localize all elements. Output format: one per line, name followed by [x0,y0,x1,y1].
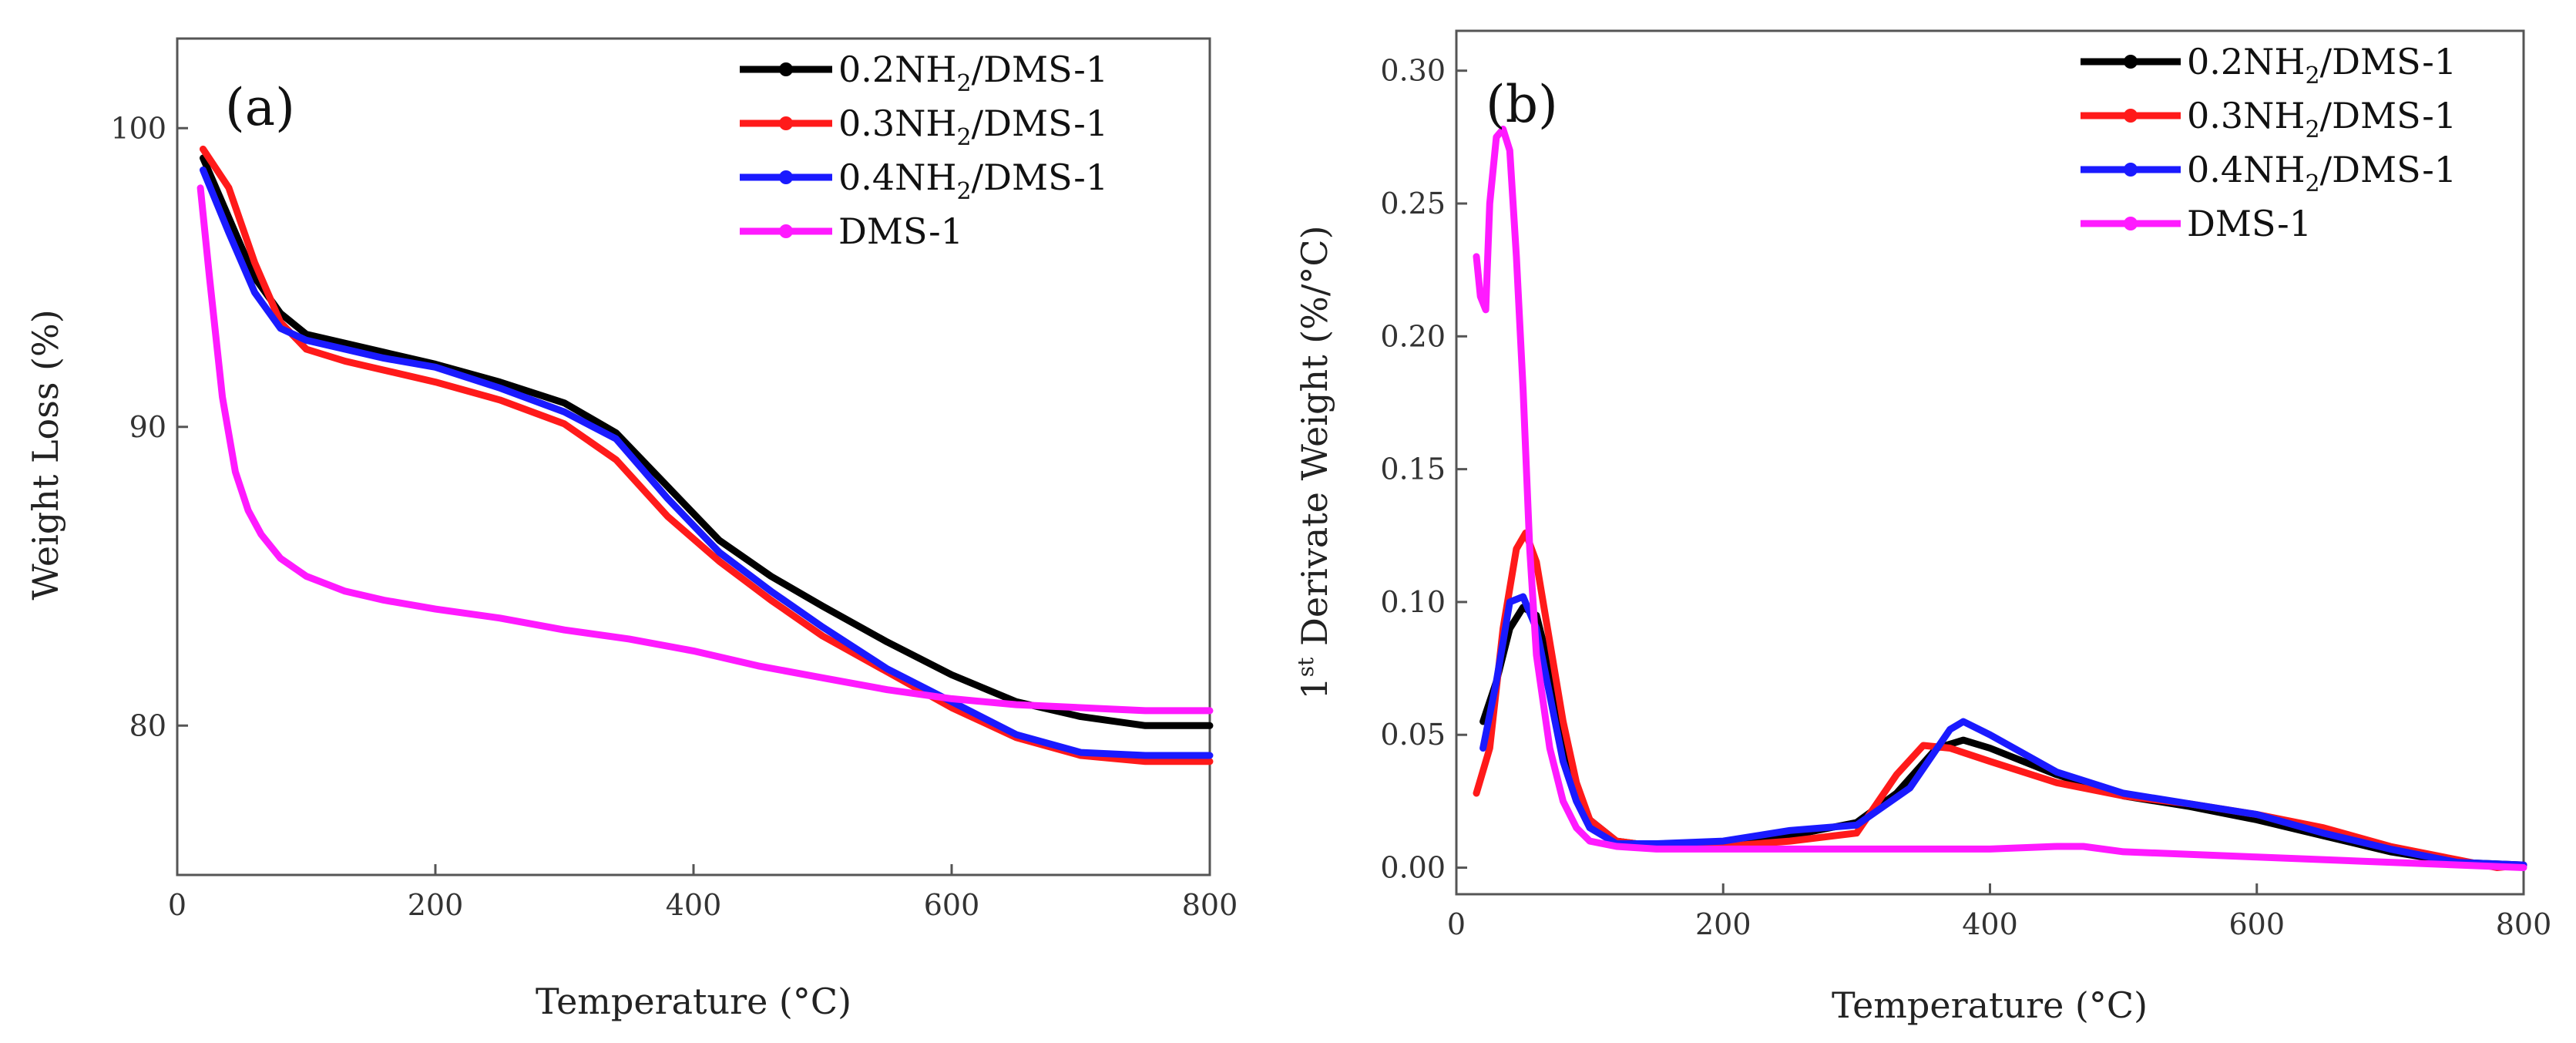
panel-b-x-tick-label: 200 [1695,907,1751,941]
panel-b-y-axis-title: 1st Derivate Weight (%/°C) [1293,225,1335,699]
panel-b-ticks: 0 200 400 600 800 0.00 0.05 0.10 0.15 0.20 0.25 0.3… [1380,54,2551,941]
panel-a-x-tick-label: 200 [408,888,464,922]
panel-b-y-axis-title-sup: st [1293,657,1318,677]
panel-b-y-tick-label: 0.25 [1380,187,1446,220]
panel-b-legend: 0.2NH2/DMS-10.3NH2/DMS-10.4NH2/DMS-1DMS-… [2081,41,2457,244]
panel-b-y-axis-title-rest: Derivate Weight (%/°C) [1294,225,1335,657]
panel-a-legend-label-0-3nh2-dms-1: 0.3NH2/DMS-1 [838,103,1108,151]
panel-b-x-axis-title: Temperature (°C) [1832,984,2148,1026]
legend-label-subscript: 2 [957,178,972,205]
panel-b-legend-label-0-4nh2-dms-1: 0.4NH2/DMS-1 [2187,149,2457,197]
panel-b-legend-label-0-2nh2-dms-1: 0.2NH2/DMS-1 [2187,41,2457,89]
legend-label-part: 0.3NH [2187,95,2306,136]
panel-a-weight-loss-chart: 0 200 400 600 800 80 90 100 (a) Temperature (°C… [25,37,1238,1022]
legend-label-part: 0.2NH [838,49,957,90]
panel-b-y-tick-label: 0.10 [1380,585,1446,619]
panel-b-y-axis-title-num: 1 [1294,677,1335,699]
panel-b-series-dms-1 [1473,126,2527,871]
legend-label-part: 0.4NH [2187,149,2306,190]
panel-b-y-tick-label: 0.15 [1380,453,1446,486]
legend-label-part: DMS-1 [2187,203,2312,244]
panel-a-y-tick-label: 80 [129,708,166,742]
legend-label-part: 0.3NH [838,103,957,144]
panel-b-legend-marker-0-3nh2-dms-1 [2124,109,2138,123]
legend-label-subscript: 2 [957,70,972,97]
panel-a-x-axis-title: Temperature (°C) [536,981,851,1022]
panel-a-series-dms-1 [196,184,1214,715]
legend-label-subscript: 2 [957,124,972,151]
panel-a-ticks: 0 200 400 600 800 80 90 100 [110,111,1238,922]
panel-b-x-tick-label: 0 [1447,907,1466,941]
panel-a-x-tick-label: 0 [168,888,186,922]
panel-a-legend-label-dms-1: DMS-1 [838,210,963,252]
panel-b-derivative-chart: 0 200 400 600 800 0.00 0.05 0.10 0.15 0.20 0.25 0.3… [1293,29,2551,1026]
panel-b-y-tick-label: 0.00 [1380,851,1446,885]
legend-label-subscript: 2 [2306,116,2320,143]
legend-label-part: /DMS-1 [972,156,1109,198]
legend-label-part: /DMS-1 [2320,41,2457,82]
panel-a-x-tick-label: 600 [924,888,980,922]
legend-label-part: DMS-1 [838,210,963,252]
panel-b-x-tick-label: 800 [2496,907,2552,941]
panel-b-legend-marker-dms-1 [2124,217,2138,230]
legend-label-part: /DMS-1 [2320,149,2457,190]
panel-a-legend-label-0-4nh2-dms-1: 0.4NH2/DMS-1 [838,156,1108,205]
panel-b-legend-marker-0-2nh2-dms-1 [2124,55,2138,69]
panel-a-legend-marker-0-3nh2-dms-1 [779,116,793,130]
panel-b-x-tick-label: 400 [1962,907,2018,941]
panel-a-y-tick-label: 90 [129,410,166,444]
panel-b-label: (b) [1486,75,1558,134]
legend-label-part: 0.2NH [2187,41,2306,82]
panel-a-series-0-2nh2-dms-1 [200,154,1214,729]
panel-a-legend-marker-0-4nh2-dms-1 [779,170,793,184]
panel-b-y-tick-label: 0.05 [1380,718,1446,752]
panel-b-x-tick-label: 600 [2228,907,2285,941]
legend-label-part: /DMS-1 [972,103,1109,144]
panel-b-series [1473,126,2527,871]
panel-a-y-tick-label: 100 [110,111,166,145]
panel-b-legend-marker-0-4nh2-dms-1 [2124,163,2138,177]
legend-label-subscript: 2 [2306,170,2320,197]
panel-a-x-tick-label: 800 [1182,888,1238,922]
panel-b-y-tick-label: 0.20 [1380,319,1446,353]
legend-label-part: /DMS-1 [2320,95,2457,136]
legend-label-part: 0.4NH [838,156,957,198]
panel-a-x-tick-label: 400 [666,888,722,922]
panel-a-legend-label-0-2nh2-dms-1: 0.2NH2/DMS-1 [838,49,1108,97]
panel-b-legend-label-dms-1: DMS-1 [2187,203,2312,244]
legend-label-subscript: 2 [2306,62,2320,89]
panel-b-legend-label-0-3nh2-dms-1: 0.3NH2/DMS-1 [2187,95,2457,143]
panel-a-legend-marker-dms-1 [779,224,793,238]
panel-a-series [196,145,1214,765]
panel-a-series-0-4nh2-dms-1 [200,167,1214,759]
panel-b-y-tick-label: 0.30 [1380,54,1446,88]
panel-a-legend: 0.2NH2/DMS-10.3NH2/DMS-10.4NH2/DMS-1DMS-… [740,49,1108,252]
panel-a-legend-marker-0-2nh2-dms-1 [779,62,793,76]
panel-a-label: (a) [225,78,295,137]
legend-label-part: /DMS-1 [972,49,1109,90]
panel-a-y-axis-title: Weight Loss (%) [25,309,66,600]
